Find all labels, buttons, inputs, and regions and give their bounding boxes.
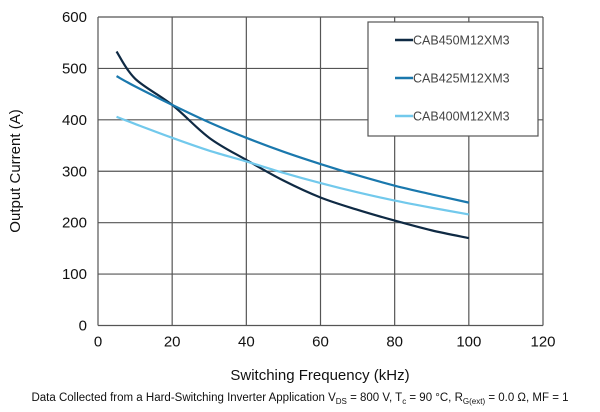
series-line-cab425m12xm3: [116, 75, 470, 204]
y-tick-label: 100: [62, 266, 87, 283]
x-tick-label: 40: [238, 334, 255, 351]
x-tick-label: 20: [164, 334, 181, 351]
y-tick-label: 0: [79, 318, 87, 335]
y-tick-label: 500: [62, 60, 87, 77]
y-tick-label: 600: [62, 9, 87, 26]
x-tick-label: 0: [94, 334, 102, 351]
x-tick-label: 120: [530, 334, 555, 351]
x-tick-label: 60: [312, 334, 329, 351]
legend: CAB450M12XM3 CAB425M12XM3 CAB400M12XM3: [367, 21, 539, 137]
y-tick-label: 200: [62, 215, 87, 232]
series-line-cab400m12xm3: [116, 115, 470, 216]
y-axis-label: Output Current (A): [7, 109, 24, 232]
tick-labels: 0 20 40 60 80 100 120 0 100 200 300 400 500 600: [62, 9, 556, 351]
legend-label: CAB450M12XM3: [413, 34, 510, 48]
legend-label: CAB425M12XM3: [413, 72, 510, 86]
footnote: Data Collected from a Hard-Switching Inv…: [31, 392, 568, 406]
series-lines: [115, 50, 470, 240]
x-tick-label: 80: [386, 334, 403, 351]
legend-label: CAB400M12XM3: [413, 110, 510, 124]
x-tick-label: 100: [456, 334, 481, 351]
y-tick-label: 300: [62, 163, 87, 180]
y-tick-label: 400: [62, 112, 87, 129]
x-axis-label: Switching Frequency (kHz): [230, 367, 409, 384]
series-line-cab450m12xm3: [115, 50, 470, 240]
